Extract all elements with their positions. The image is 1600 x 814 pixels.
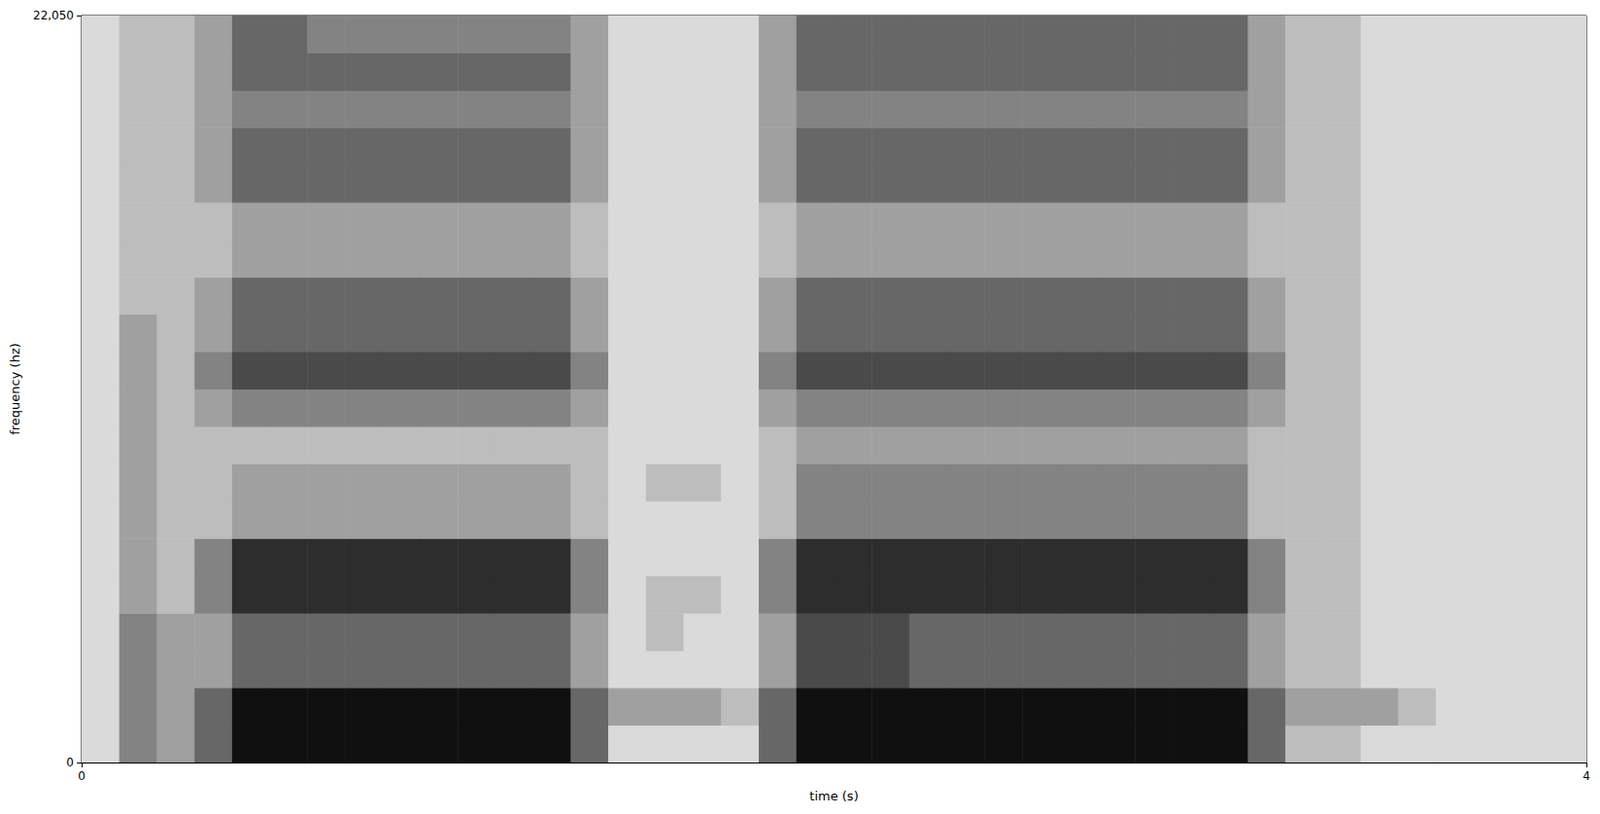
svg-text:22,050: 22,050 [33, 8, 74, 23]
svg-text:time (s): time (s) [809, 788, 858, 804]
svg-text:0: 0 [66, 755, 74, 770]
svg-text:4: 4 [1582, 769, 1591, 783]
svg-text:0: 0 [77, 769, 86, 783]
svg-text:frequency (hz): frequency (hz) [7, 342, 23, 436]
